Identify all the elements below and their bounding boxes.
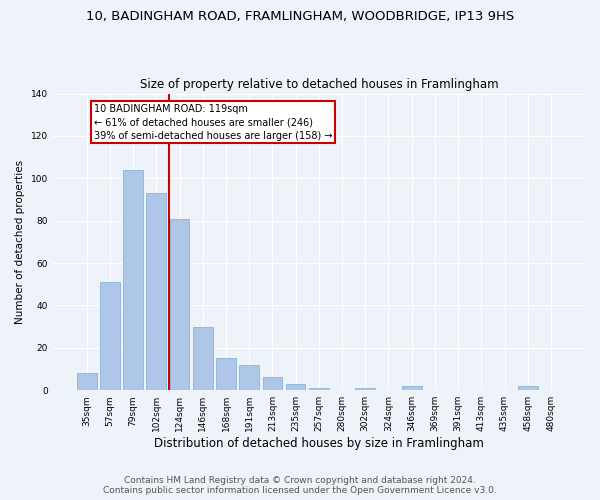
Bar bbox=[518, 386, 538, 390]
Bar bbox=[239, 365, 259, 390]
Text: 10, BADINGHAM ROAD, FRAMLINGHAM, WOODBRIDGE, IP13 9HS: 10, BADINGHAM ROAD, FRAMLINGHAM, WOODBRI… bbox=[86, 10, 514, 23]
Bar bbox=[77, 374, 97, 390]
Bar bbox=[263, 378, 282, 390]
Bar bbox=[100, 282, 120, 390]
Text: 10 BADINGHAM ROAD: 119sqm
← 61% of detached houses are smaller (246)
39% of semi: 10 BADINGHAM ROAD: 119sqm ← 61% of detac… bbox=[94, 104, 332, 141]
Bar bbox=[146, 193, 166, 390]
Bar bbox=[193, 326, 212, 390]
Bar bbox=[286, 384, 305, 390]
X-axis label: Distribution of detached houses by size in Framlingham: Distribution of detached houses by size … bbox=[154, 437, 484, 450]
Bar bbox=[216, 358, 236, 390]
Text: Contains HM Land Registry data © Crown copyright and database right 2024.
Contai: Contains HM Land Registry data © Crown c… bbox=[103, 476, 497, 495]
Y-axis label: Number of detached properties: Number of detached properties bbox=[15, 160, 25, 324]
Bar bbox=[170, 218, 190, 390]
Bar bbox=[402, 386, 422, 390]
Title: Size of property relative to detached houses in Framlingham: Size of property relative to detached ho… bbox=[140, 78, 498, 91]
Bar bbox=[309, 388, 329, 390]
Bar bbox=[123, 170, 143, 390]
Bar bbox=[355, 388, 375, 390]
